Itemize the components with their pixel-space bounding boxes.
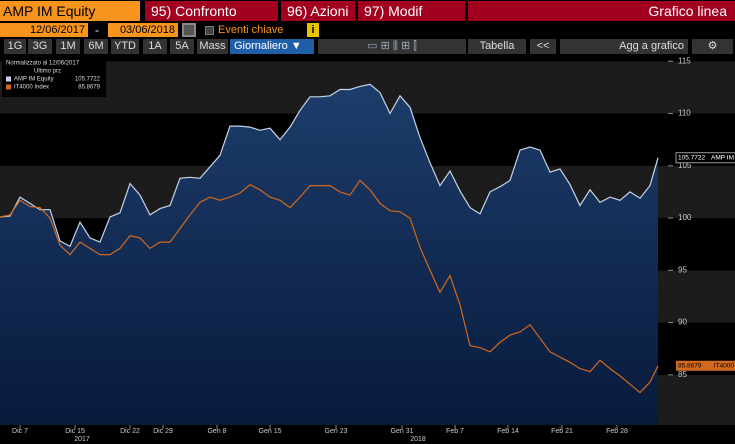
last-price-tag: 85.8679 IT4000 <box>676 360 735 371</box>
y-tick-label: 100 <box>678 213 692 222</box>
date-separator: - <box>95 23 99 37</box>
y-tick-label: 110 <box>678 109 691 118</box>
y-tick-label: 85 <box>678 370 687 379</box>
tag-box <box>675 152 735 164</box>
tag-name: IT4000 <box>714 362 735 369</box>
add-button[interactable]: Agg a grafico <box>560 39 688 54</box>
menu-button[interactable]: 96) Azioni <box>281 1 355 21</box>
year-label: 2018 <box>410 436 426 443</box>
legend: Normalizzato al 12/06/2017 Ultimo prz AMP … <box>2 57 106 97</box>
series-line <box>0 179 659 394</box>
tag-value: 105.7722 <box>678 154 705 161</box>
period-button[interactable]: YTD <box>111 39 139 54</box>
x-tick-label: Feb 21 <box>551 428 573 435</box>
x-tick-label: Gen 8 <box>207 428 226 435</box>
x-tick-label: Dic 22 <box>120 428 140 435</box>
chart-icons[interactable]: ▭ ⊞ ⫼ ⊞ ⫿ <box>318 39 466 54</box>
legend-subtitle: Ultimo prz <box>34 69 61 75</box>
view-label: Grafico linea <box>468 1 735 21</box>
tag-name: AMP IM <box>711 154 734 161</box>
period-button[interactable]: 1A <box>143 39 167 54</box>
legend-value: 105.7722 <box>75 77 101 83</box>
y-tick-label: 115 <box>678 56 691 65</box>
frequency-label: Giornaliero <box>234 40 288 52</box>
x-tick-label: Dic 15 <box>65 428 85 435</box>
start-date[interactable]: 12/06/2017 <box>0 23 88 37</box>
settings-button[interactable]: ⚙ <box>692 39 733 54</box>
security-input[interactable]: AMP IM Equity <box>0 1 140 21</box>
x-tick-label: Gen 31 <box>391 428 414 435</box>
legend-swatch <box>6 84 11 90</box>
area-fill <box>0 84 658 426</box>
period-button[interactable]: 6M <box>84 39 108 54</box>
x-tick-label: Feb 14 <box>497 428 519 435</box>
year-label: 2017 <box>74 436 90 443</box>
chart: 85 90 95 100 105 110 115 105.7722 AMP IM 85.8679 I… <box>0 55 735 443</box>
period-button[interactable]: 1M <box>56 39 80 54</box>
menu-button[interactable]: 95) Confronto <box>145 1 278 21</box>
back-button[interactable]: << <box>530 39 556 54</box>
x-tick-label: Feb 28 <box>606 428 628 435</box>
events-label: Eventi chiave <box>218 24 284 36</box>
calendar-icon[interactable] <box>182 23 196 37</box>
frequency-dropdown[interactable]: Giornaliero ▼ <box>230 39 314 54</box>
band <box>0 55 735 62</box>
legend-name: IT4000 Index <box>14 85 49 91</box>
x-tick-label: Gen 15 <box>259 428 282 435</box>
period-button[interactable]: 1G <box>4 39 26 54</box>
y-tick-label: 105 <box>678 161 692 170</box>
series-line <box>0 83 659 248</box>
end-date[interactable]: 03/06/2018 <box>108 23 178 37</box>
checkbox[interactable] <box>205 26 214 35</box>
info-icon[interactable]: i <box>307 23 319 37</box>
x-tick-label: Feb 7 <box>446 428 464 435</box>
legend-name: AMP IM Equity <box>14 77 54 83</box>
x-tick-label: Gen 23 <box>325 428 348 435</box>
legend-swatch <box>6 76 11 82</box>
x-tick-label: Dic 7 <box>12 428 28 435</box>
y-tick-label: 90 <box>678 318 687 327</box>
period-button[interactable]: Mass <box>197 39 228 54</box>
table-button[interactable]: Tabella <box>468 39 526 54</box>
tag-box <box>676 360 735 371</box>
last-price-tag: 105.7722 AMP IM <box>675 152 735 164</box>
legend-title: Normalizzato al 12/06/2017 <box>6 61 80 67</box>
tag-value: 85.8679 <box>678 362 702 369</box>
menu-button[interactable]: 97) Modif <box>358 1 465 21</box>
legend-box <box>2 57 106 97</box>
y-tick-label: 95 <box>678 265 687 274</box>
period-button[interactable]: 3G <box>28 39 52 54</box>
legend-value: 85.8679 <box>78 85 100 91</box>
x-tick-label: Dic 29 <box>153 428 173 435</box>
period-button[interactable]: 5A <box>170 39 194 54</box>
